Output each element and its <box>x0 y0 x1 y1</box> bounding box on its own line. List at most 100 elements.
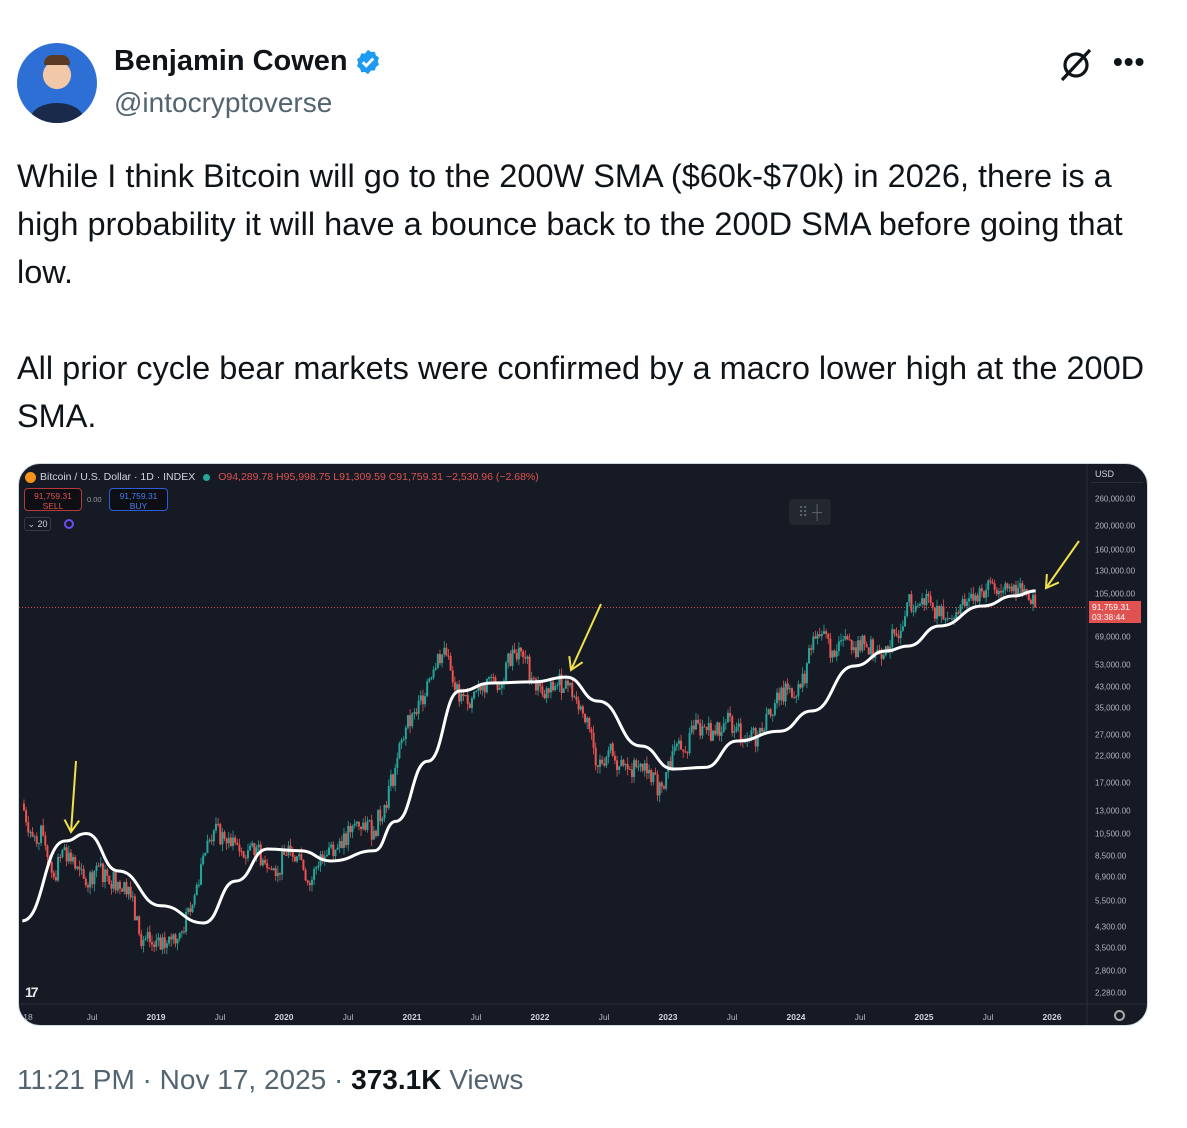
tweet-time[interactable]: 11:21 PM <box>17 1064 135 1095</box>
candle <box>212 830 215 842</box>
candle <box>345 833 348 845</box>
candle <box>283 851 286 855</box>
candle <box>155 940 158 947</box>
candle <box>195 884 198 896</box>
annotation-arrow <box>1045 540 1080 589</box>
candle <box>35 836 38 844</box>
candle <box>959 604 962 614</box>
candle <box>409 715 412 727</box>
candle <box>97 865 100 867</box>
sell-price: 91,759.31 <box>34 491 72 501</box>
candle <box>684 751 687 753</box>
candle <box>1004 583 1007 591</box>
author-handle[interactable]: @intocryptoverse <box>114 87 333 118</box>
candle <box>129 886 132 898</box>
x-tick: Jul <box>342 1012 354 1022</box>
candle <box>507 653 510 663</box>
candle <box>805 663 808 684</box>
candle <box>601 759 604 764</box>
candle <box>150 942 153 945</box>
candle <box>415 712 418 714</box>
candle <box>641 763 644 771</box>
candle <box>168 936 171 944</box>
candle <box>59 856 62 858</box>
candle <box>675 743 678 747</box>
candle <box>961 599 964 605</box>
x-tick: 2024 <box>786 1012 806 1022</box>
candle <box>50 861 53 873</box>
candle <box>995 589 998 595</box>
author-name[interactable]: Benjamin Cowen <box>114 45 382 78</box>
settings-icon[interactable] <box>1114 1010 1125 1021</box>
more-options-icon[interactable]: ••• <box>1113 46 1146 77</box>
candle <box>611 743 614 756</box>
x-tick: Jul <box>982 1012 994 1022</box>
candle <box>244 857 247 859</box>
candle <box>387 786 390 808</box>
candle <box>308 882 311 886</box>
candle <box>349 825 352 833</box>
candle <box>963 599 966 606</box>
avatar[interactable] <box>17 43 97 123</box>
candle <box>340 841 343 848</box>
candle <box>353 823 356 826</box>
candle <box>863 635 866 645</box>
candle <box>123 882 126 892</box>
candle <box>953 618 956 620</box>
candle <box>236 842 239 845</box>
candle <box>771 715 774 717</box>
candle <box>633 760 636 777</box>
candle <box>293 856 296 862</box>
candle <box>436 653 439 668</box>
candle <box>562 688 565 693</box>
candle <box>468 703 471 709</box>
candle <box>793 697 796 699</box>
candle <box>901 626 904 631</box>
candle <box>541 686 544 695</box>
candle <box>842 639 845 641</box>
candle <box>383 805 386 819</box>
candle <box>547 688 550 693</box>
candle <box>74 857 77 869</box>
candle <box>848 639 851 641</box>
candle <box>321 854 324 861</box>
crosshair-icon[interactable]: ⠿ ┼ <box>789 499 831 525</box>
x-tick: Jul <box>214 1012 226 1022</box>
candle <box>42 825 45 836</box>
volume-toggle[interactable]: ⌄ 20 <box>24 517 51 531</box>
candle <box>360 826 363 829</box>
x-tick: 2026 <box>1042 1012 1062 1022</box>
candle <box>588 718 591 730</box>
candle <box>505 662 508 681</box>
candle <box>705 726 708 731</box>
sell-button[interactable]: 91,759.31 SELL <box>24 488 82 511</box>
candle <box>219 824 222 845</box>
candle <box>944 619 947 621</box>
currency-label[interactable]: USD <box>1091 469 1143 483</box>
candle <box>296 856 299 862</box>
candle <box>157 937 160 941</box>
candle <box>767 709 770 714</box>
bitcoin-icon <box>25 471 36 483</box>
y-tick: 5,500.00 <box>1095 896 1127 906</box>
candle <box>782 687 785 702</box>
tweet-date[interactable]: Nov 17, 2025 <box>159 1064 327 1095</box>
candle <box>453 682 456 690</box>
candle <box>86 885 89 888</box>
buy-button[interactable]: 91,759.31 BUY <box>109 488 168 511</box>
candle <box>778 692 781 701</box>
candle <box>799 684 802 688</box>
candle <box>869 639 872 655</box>
candle <box>773 703 776 716</box>
candle <box>712 730 715 741</box>
x-tick: 2019 <box>146 1012 166 1022</box>
candle <box>714 730 717 735</box>
chart-image[interactable]: Bitcoin / U.S. Dollar · 1D · INDEX O94,2… <box>18 463 1148 1026</box>
indicator-icon[interactable] <box>64 519 74 529</box>
grok-icon[interactable] <box>1056 44 1096 84</box>
candle <box>790 688 793 698</box>
candle <box>488 677 491 679</box>
candle <box>854 647 857 657</box>
candle <box>498 688 501 690</box>
candle <box>916 605 919 607</box>
